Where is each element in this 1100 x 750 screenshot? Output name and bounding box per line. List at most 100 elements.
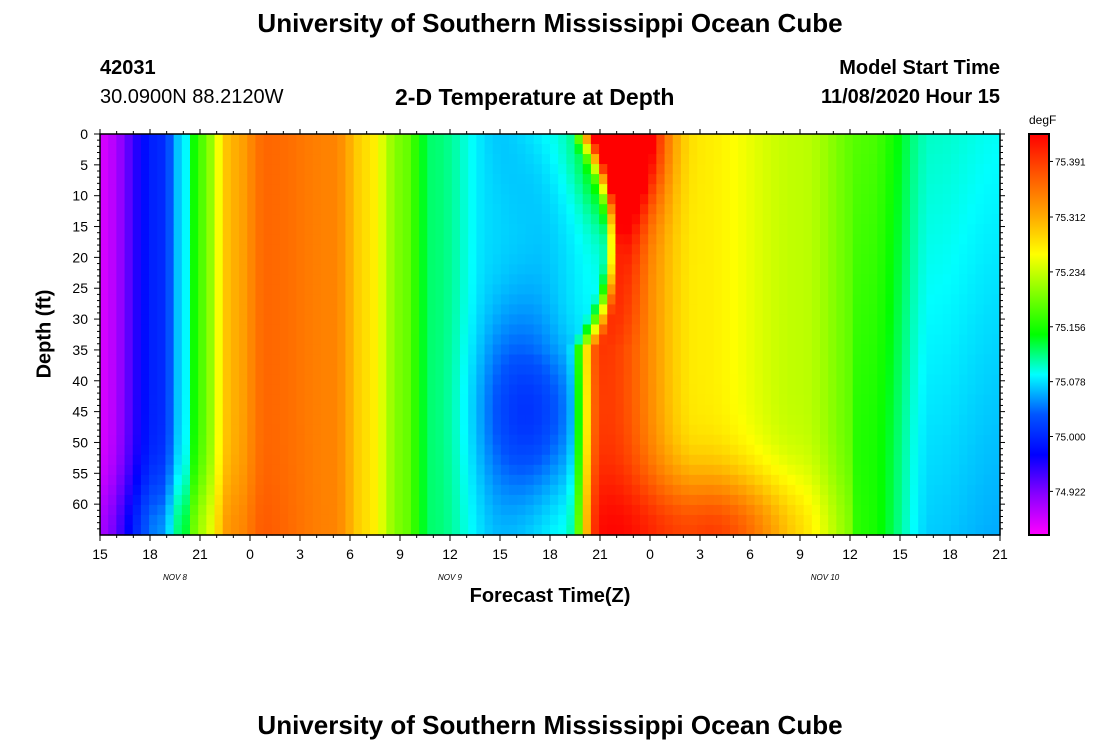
heatmap-cell xyxy=(803,284,813,296)
heatmap-cell xyxy=(140,214,150,225)
heatmap-cell xyxy=(443,334,453,346)
heatmap-cell xyxy=(910,154,919,165)
colorbar-label: 75.078 xyxy=(1055,378,1086,389)
heatmap-cell xyxy=(803,184,813,195)
heatmap-cell xyxy=(263,184,273,195)
heatmap-cell xyxy=(165,444,175,456)
heatmap-cell xyxy=(304,344,314,356)
heatmap-cell xyxy=(770,204,780,215)
heatmap-cell xyxy=(860,274,870,285)
heatmap-cell xyxy=(288,144,297,155)
heatmap-cell xyxy=(255,394,265,406)
heatmap-cell xyxy=(239,484,248,496)
heatmap-cell xyxy=(852,444,862,456)
heatmap-cell xyxy=(623,384,633,396)
heatmap-cell xyxy=(140,334,150,346)
heatmap-cell xyxy=(713,304,723,316)
heatmap-cell xyxy=(541,194,551,205)
heatmap-cell xyxy=(934,284,944,296)
heatmap-cell xyxy=(607,144,617,155)
heatmap-cell xyxy=(345,204,355,215)
heatmap-cell xyxy=(910,304,919,316)
heatmap-cell xyxy=(558,374,567,386)
heatmap-cell xyxy=(844,354,854,366)
heatmap-cell xyxy=(664,314,674,326)
heatmap-cell xyxy=(165,524,175,536)
heatmap-cell xyxy=(672,294,682,306)
heatmap-cell xyxy=(762,344,772,356)
heatmap-cell xyxy=(836,324,846,336)
heatmap-cell xyxy=(803,474,813,486)
heatmap-cell xyxy=(689,324,698,336)
heatmap-cell xyxy=(631,374,641,386)
heatmap-cell xyxy=(558,234,567,245)
heatmap-cell xyxy=(296,354,306,366)
heatmap-cell xyxy=(353,374,363,386)
heatmap-cell xyxy=(746,134,756,145)
heatmap-cell xyxy=(222,174,232,185)
heatmap-cell xyxy=(664,164,674,175)
heatmap-cell xyxy=(787,414,797,426)
heatmap-cell xyxy=(247,354,257,366)
heatmap-cell xyxy=(329,294,338,306)
heatmap-cell xyxy=(787,354,797,366)
heatmap-cell xyxy=(484,304,494,316)
heatmap-cell xyxy=(795,304,805,316)
heatmap-cell xyxy=(435,184,445,195)
heatmap-cell xyxy=(460,294,469,306)
heatmap-cell xyxy=(394,504,404,516)
heatmap-cell xyxy=(263,404,273,416)
heatmap-cell xyxy=(378,224,387,235)
heatmap-cell xyxy=(263,424,273,436)
heatmap-cell xyxy=(116,524,126,536)
heatmap-cell xyxy=(918,254,927,265)
heatmap-cell xyxy=(566,154,576,165)
heatmap-cell xyxy=(558,194,567,205)
heatmap-cell xyxy=(484,294,494,306)
heatmap-cell xyxy=(468,494,477,506)
heatmap-cell xyxy=(525,394,535,406)
heatmap-cell xyxy=(140,324,150,336)
heatmap-cell xyxy=(509,174,518,185)
colorbar-label: 75.156 xyxy=(1055,323,1086,334)
heatmap-cell xyxy=(582,224,592,235)
heatmap-cell xyxy=(198,404,207,416)
heatmap-cell xyxy=(402,504,412,516)
heatmap-cell xyxy=(738,234,747,245)
heatmap-cell xyxy=(721,424,731,436)
heatmap-cell xyxy=(590,254,600,265)
heatmap-cell xyxy=(165,254,175,265)
heatmap-cell xyxy=(836,154,846,165)
heatmap-cell xyxy=(844,514,854,526)
heatmap-cell xyxy=(140,244,150,255)
heatmap-cell xyxy=(844,464,854,476)
heatmap-cell xyxy=(967,184,977,195)
heatmap-cell xyxy=(304,234,314,245)
heatmap-cell xyxy=(828,494,837,506)
heatmap-cell xyxy=(206,514,216,526)
heatmap-cell xyxy=(852,404,862,416)
heatmap-cell xyxy=(443,374,453,386)
heatmap-cell xyxy=(664,154,674,165)
heatmap-cell xyxy=(337,214,347,225)
heatmap-cell xyxy=(370,264,379,275)
heatmap-cell xyxy=(190,174,199,185)
heatmap-cell xyxy=(762,314,772,326)
heatmap-cell xyxy=(419,364,428,376)
heatmap-cell xyxy=(623,294,633,306)
heatmap-cell xyxy=(476,184,486,195)
heatmap-cell xyxy=(697,284,707,296)
heatmap-cell xyxy=(280,484,289,496)
heatmap-cell xyxy=(689,434,698,446)
heatmap-cell xyxy=(975,384,985,396)
heatmap-cell xyxy=(509,234,518,245)
heatmap-cell xyxy=(877,164,887,175)
heatmap-cell xyxy=(165,234,175,245)
heatmap-cell xyxy=(173,334,183,346)
heatmap-cell xyxy=(640,234,649,245)
heatmap-cell xyxy=(402,244,412,255)
heatmap-cell xyxy=(942,514,952,526)
heatmap-cell xyxy=(574,484,584,496)
heatmap-cell xyxy=(509,394,518,406)
heatmap-cell xyxy=(108,364,117,376)
